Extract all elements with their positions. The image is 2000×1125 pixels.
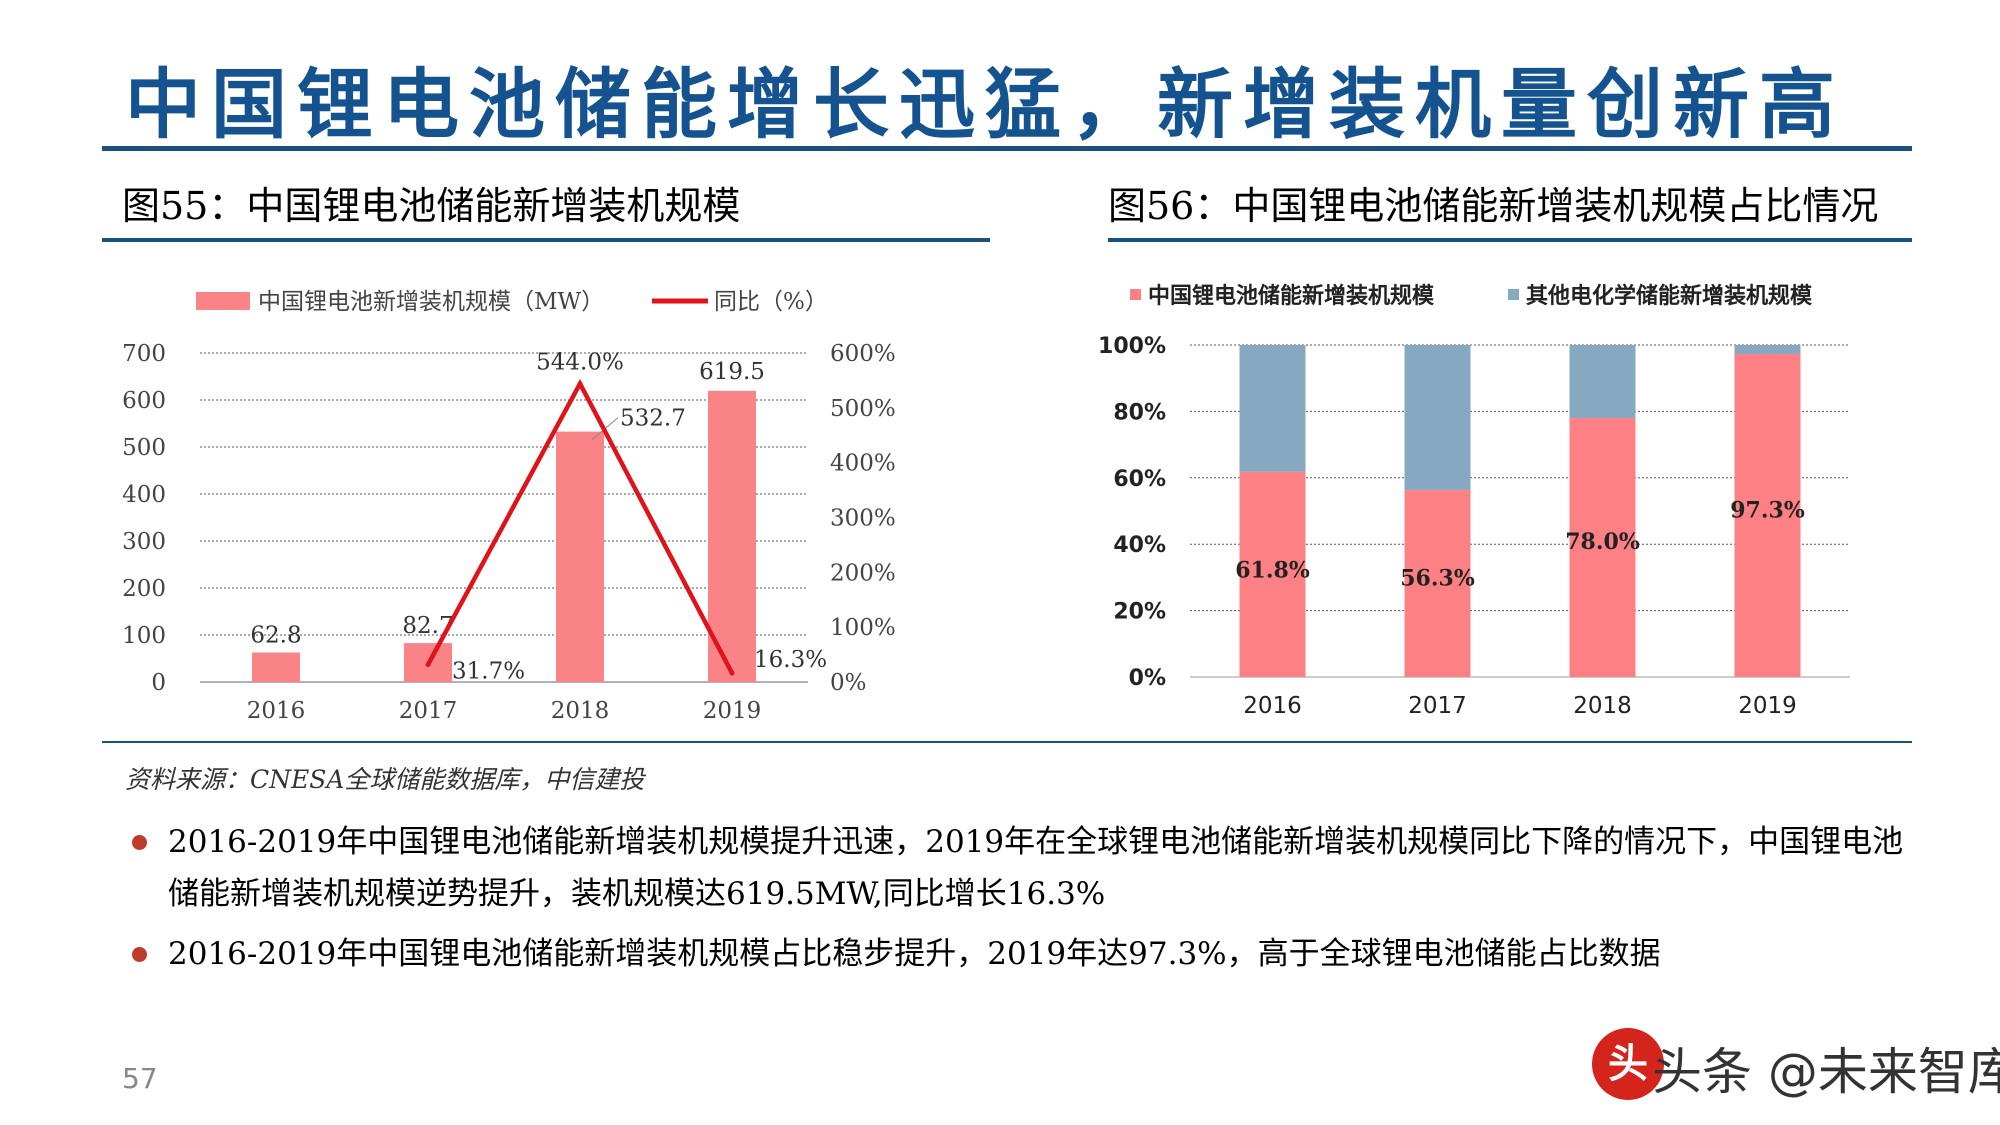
y-tick-label: 500 xyxy=(122,435,166,461)
bullet-dot-icon xyxy=(132,947,147,962)
bullet-item: 2016-2019年中国锂电池储能新增装机规模占比稳步提升，2019年达97.3… xyxy=(132,928,1912,980)
page-number: 57 xyxy=(122,1062,158,1095)
y-tick-label: 0% xyxy=(1129,666,1166,691)
legend-bar-swatch xyxy=(196,292,250,310)
bar-2018 xyxy=(556,431,604,682)
y-tick-label: 20% xyxy=(1113,600,1166,625)
watermark-text: 头条 @未来智库 xyxy=(1652,1043,2000,1101)
figure-56-title: 图56：中国锂电池储能新增装机规模占比情况 xyxy=(1108,184,1879,228)
yoy-point xyxy=(425,662,431,668)
bar-lithium-2016 xyxy=(1239,471,1306,677)
yoy-point xyxy=(577,381,583,387)
bar-other-2019 xyxy=(1734,345,1801,354)
bar-value-label: 62.8 xyxy=(250,622,301,648)
bar-value-label: 532.7 xyxy=(620,406,686,432)
y2-tick-label: 600% xyxy=(830,341,896,367)
title-divider xyxy=(102,146,1912,151)
figure-55-title: 图55：中国锂电池储能新增装机规模 xyxy=(122,184,741,228)
yoy-point xyxy=(729,670,735,676)
y2-tick-label: 100% xyxy=(830,615,896,641)
bar-lithium-2019 xyxy=(1734,353,1801,677)
bar-lithium-2017 xyxy=(1404,490,1471,677)
y2-tick-label: 500% xyxy=(830,396,896,422)
x-tick-label: 2018 xyxy=(551,698,610,724)
legend-bar-label: 中国锂电池新增装机规模（MW） xyxy=(258,289,604,315)
figure-55-divider xyxy=(102,238,990,242)
bar-other-2018 xyxy=(1569,345,1636,419)
y-tick-label: 0 xyxy=(151,670,166,696)
legend-other-swatch xyxy=(1508,289,1519,300)
x-tick-label: 2017 xyxy=(1408,693,1467,719)
yoy-value-label: 544.0% xyxy=(536,350,624,376)
y2-tick-label: 300% xyxy=(830,506,896,532)
bar-2019 xyxy=(708,390,756,682)
x-tick-label: 2016 xyxy=(1243,693,1302,719)
x-tick-label: 2018 xyxy=(1573,693,1632,719)
watermark: 头 头条 @未来智库 xyxy=(1592,1024,2000,1104)
y-tick-label: 400 xyxy=(122,482,166,508)
y-tick-label: 60% xyxy=(1113,467,1166,492)
bullet-item: 2016-2019年中国锂电池储能新增装机规模提升迅速，2019年在全球锂电池储… xyxy=(132,816,1912,920)
page-title: 中国锂电池储能增长迅猛，新增装机量创新高 xyxy=(125,60,1845,149)
x-tick-label: 2016 xyxy=(247,698,306,724)
bar-value-label: 78.0% xyxy=(1565,529,1640,555)
bar-2016 xyxy=(252,652,300,682)
watermark-logo-icon: 头 xyxy=(1592,1028,1664,1100)
figure-56-divider xyxy=(1108,238,1912,242)
figures-bottom-divider xyxy=(102,741,1912,743)
bar-value-label: 97.3% xyxy=(1730,498,1805,524)
bar-value-label: 56.3% xyxy=(1400,566,1475,592)
legend-other-label: 其他电化学储能新增装机规模 xyxy=(1526,283,1813,309)
x-tick-label: 2017 xyxy=(399,698,458,724)
yoy-value-label: 31.7% xyxy=(452,659,525,685)
figure-55-chart: 中国锂电池新增装机规模（MW） 同比（%） 0 100 200 300 400 500 600 7… xyxy=(122,289,896,724)
y-tick-label: 200 xyxy=(122,576,166,602)
bar-other-2016 xyxy=(1239,345,1306,472)
y2-tick-label: 400% xyxy=(830,451,896,477)
y2-tick-label: 0% xyxy=(830,670,867,696)
figure-56-chart: 中国锂电池储能新增装机规模 其他电化学储能新增装机规模 0% 20% 40% 60% 80%… xyxy=(1098,283,1850,719)
data-source: 资料来源：CNESA全球储能数据库，中信建投 xyxy=(125,765,645,794)
y2-tick-label: 200% xyxy=(830,560,896,586)
y-tick-label: 100 xyxy=(122,623,166,649)
bar-value-label: 619.5 xyxy=(699,359,765,385)
bullet-dot-icon xyxy=(132,835,147,850)
yoy-value-label: 16.3% xyxy=(754,647,827,673)
bar-value-label: 61.8% xyxy=(1235,557,1310,583)
bullet-text: 2016-2019年中国锂电池储能新增装机规模提升迅速，2019年在全球锂电池储… xyxy=(168,824,1904,912)
y-tick-label: 700 xyxy=(122,341,166,367)
legend-line-label: 同比（%） xyxy=(714,289,828,315)
y-tick-label: 80% xyxy=(1113,400,1166,425)
x-tick-label: 2019 xyxy=(1738,693,1797,719)
y-tick-label: 600 xyxy=(122,388,166,414)
legend-lithium-swatch xyxy=(1130,289,1141,300)
x-tick-label: 2019 xyxy=(703,698,762,724)
y-tick-label: 100% xyxy=(1098,334,1166,359)
bullet-text: 2016-2019年中国锂电池储能新增装机规模占比稳步提升，2019年达97.3… xyxy=(168,936,1661,972)
bar-other-2017 xyxy=(1404,345,1471,491)
legend-lithium-label: 中国锂电池储能新增装机规模 xyxy=(1148,283,1435,309)
y-tick-label: 300 xyxy=(122,529,166,555)
bar-lithium-2018 xyxy=(1569,418,1636,677)
bullet-list: 2016-2019年中国锂电池储能新增装机规模提升迅速，2019年在全球锂电池储… xyxy=(132,816,1912,988)
y-tick-label: 40% xyxy=(1113,533,1166,558)
